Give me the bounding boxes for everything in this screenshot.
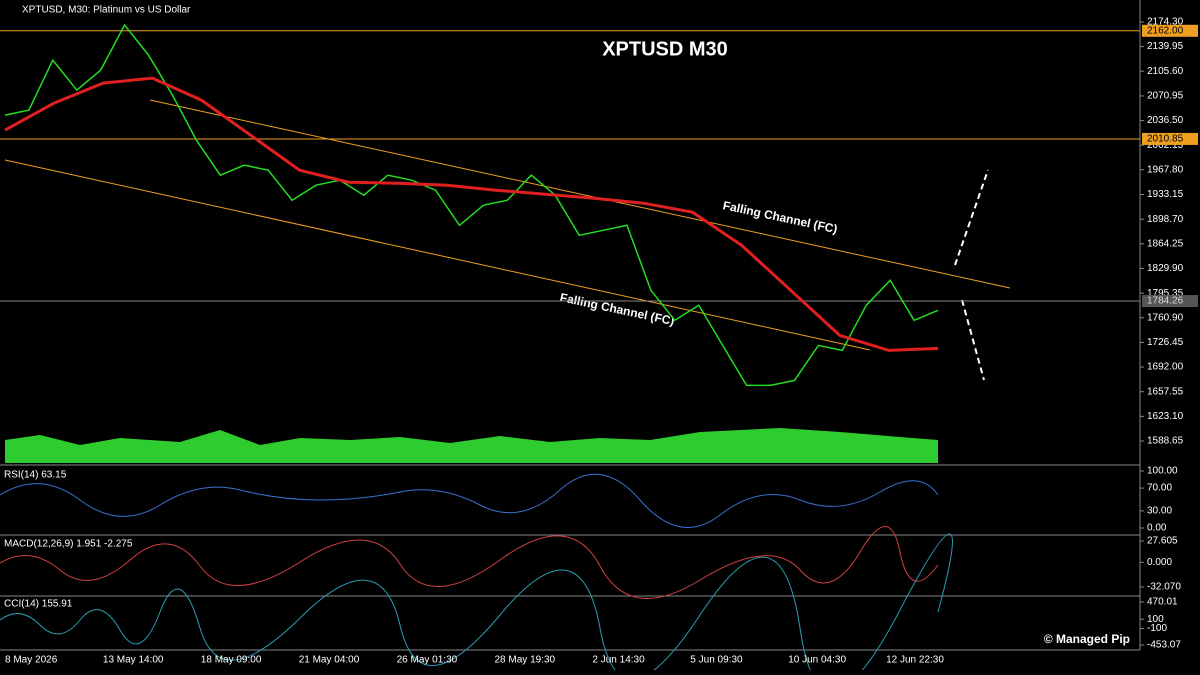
price-tick-label: 1898.70 <box>1147 214 1184 225</box>
indicator-tick-label: 100.00 <box>1147 466 1178 477</box>
time-label: 13 May 14:00 <box>103 655 164 666</box>
watermark: © Managed Pip <box>1044 632 1130 646</box>
channel-line <box>149 99 1011 289</box>
moving-average <box>4 76 939 352</box>
time-label: 28 May 19:30 <box>495 655 556 666</box>
time-label: 2 Jun 14:30 <box>592 655 645 666</box>
price-tick-label: 1760.90 <box>1147 312 1184 323</box>
price-tick-label: 1967.80 <box>1147 164 1184 175</box>
price-tick-label: 1588.65 <box>1147 436 1184 447</box>
level-label: 2162.00 <box>1147 25 1184 36</box>
macd-line <box>0 526 939 599</box>
price-tick-label: 2105.60 <box>1147 66 1184 77</box>
channel-line <box>4 159 871 351</box>
time-label: 10 Jun 04:30 <box>788 655 846 666</box>
price-tick-label: 1933.15 <box>1147 189 1184 200</box>
level-tag <box>1142 132 1198 145</box>
time-label: 21 May 04:00 <box>299 655 360 666</box>
level-label: 1784.26 <box>1147 296 1184 307</box>
level-tag <box>1142 24 1198 37</box>
time-label: 8 May 2026 <box>5 655 58 666</box>
big-title: XPTUSD M30 <box>602 38 728 60</box>
price-tick-label: 2002.15 <box>1147 140 1184 151</box>
time-label: 18 May 09:00 <box>201 655 262 666</box>
price-tick-label: 2139.95 <box>1147 41 1184 52</box>
indicator-label: CCI(14) 155.91 <box>4 599 73 610</box>
indicator-tick-label: 70.00 <box>1147 483 1172 494</box>
price-tick-label: 1795.35 <box>1147 288 1184 299</box>
rsi-line <box>0 473 939 528</box>
indicator-tick-label: 0.000 <box>1147 557 1172 568</box>
price-tick-label: 2174.30 <box>1147 17 1184 28</box>
symbol-info: XPTUSD, M30: Platinum vs US Dollar <box>22 5 191 16</box>
level-tag <box>1142 295 1198 308</box>
arrow-up <box>954 169 989 266</box>
indicator-tick-label: -453.07 <box>1147 640 1181 651</box>
indicator-label: RSI(14) 63.15 <box>4 470 67 481</box>
price-tick-label: 1829.90 <box>1147 263 1184 274</box>
cci-line <box>0 533 953 675</box>
volume-area <box>5 428 938 463</box>
indicator-tick-label: 0.00 <box>1147 523 1167 534</box>
price-tick-label: 1657.55 <box>1147 386 1184 397</box>
price-tick-label: 2070.95 <box>1147 91 1184 102</box>
price-tick-label: 2036.50 <box>1147 115 1184 126</box>
indicator-tick-label: -32.070 <box>1147 582 1181 593</box>
indicator-tick-label: 27.605 <box>1147 536 1178 547</box>
price-tick-label: 1692.00 <box>1147 362 1184 373</box>
price-tick-label: 1623.10 <box>1147 411 1184 422</box>
price-tick-label: 1864.25 <box>1147 238 1184 249</box>
time-label: 26 May 01:30 <box>397 655 458 666</box>
indicator-tick-label: 100 <box>1147 614 1164 625</box>
indicator-label: MACD(12,26,9) 1.951 -2.275 <box>4 539 133 550</box>
indicator-tick-label: 470.01 <box>1147 597 1178 608</box>
time-label: 12 Jun 22:30 <box>886 655 944 666</box>
time-label: 5 Jun 09:30 <box>690 655 743 666</box>
indicator-tick-label: 30.00 <box>1147 506 1172 517</box>
indicator-tick-label: -100 <box>1147 623 1167 634</box>
price-tick-label: 1726.45 <box>1147 337 1184 348</box>
arrow-down <box>961 299 985 381</box>
price-line <box>4 23 939 387</box>
level-label: 2010.85 <box>1147 134 1184 145</box>
